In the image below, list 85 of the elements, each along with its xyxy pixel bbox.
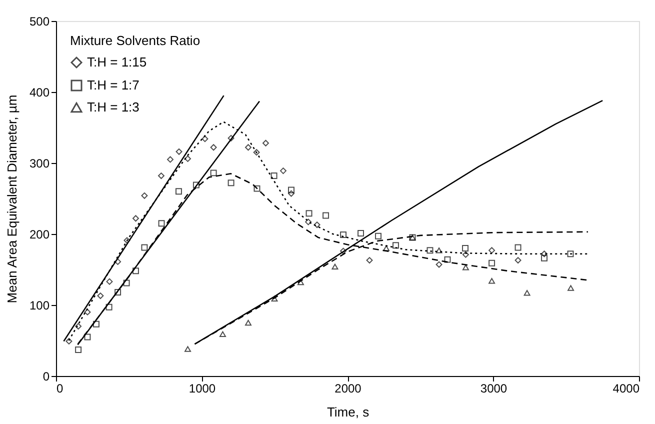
point <box>288 186 294 194</box>
point <box>167 156 174 163</box>
x-axis-title: Time, s <box>326 404 370 420</box>
y-tick-label: 100 <box>29 298 50 312</box>
legend-label: T:H = 1:7 <box>87 78 140 92</box>
point <box>158 220 165 227</box>
legend-label: T:H = 1:15 <box>87 54 147 70</box>
point <box>84 334 91 340</box>
point <box>541 254 548 262</box>
point <box>66 338 72 344</box>
point <box>184 346 191 352</box>
point <box>141 192 148 199</box>
x-tick-label: 2000 <box>334 382 362 396</box>
point <box>488 278 496 284</box>
y-tick-label: 400 <box>29 86 50 100</box>
y-tick-label: 0 <box>42 370 50 384</box>
x-tick-label: 0 <box>56 382 64 396</box>
point <box>375 232 382 240</box>
point <box>366 257 373 264</box>
point <box>92 320 100 328</box>
y-axis-title: Mean Area Equivalent Diameter, µm <box>4 94 20 304</box>
point <box>541 250 548 258</box>
point <box>106 304 112 310</box>
x-tick-label: 3000 <box>480 382 508 396</box>
point <box>305 218 312 226</box>
point <box>444 256 451 263</box>
point <box>426 247 434 254</box>
point <box>192 182 200 188</box>
point <box>253 149 260 156</box>
point <box>488 247 496 254</box>
point <box>567 250 574 258</box>
point <box>514 257 522 264</box>
point <box>254 185 260 192</box>
legend-title: Mixture Solvents Ratio <box>70 33 200 48</box>
point <box>114 288 122 296</box>
point <box>228 134 234 142</box>
point <box>123 280 130 286</box>
y-tick-label: 500 <box>29 14 50 28</box>
point <box>141 244 148 251</box>
y-tick-label: 300 <box>29 156 50 170</box>
point <box>436 261 442 268</box>
point <box>322 212 330 219</box>
point <box>210 170 217 176</box>
legend-label: T:H = 1:3 <box>87 100 140 114</box>
point <box>524 290 530 296</box>
point <box>436 247 442 254</box>
point <box>340 248 347 254</box>
point <box>75 323 82 330</box>
point <box>245 320 252 326</box>
point <box>175 188 182 195</box>
point <box>462 251 469 258</box>
point <box>383 245 390 252</box>
point <box>84 308 91 316</box>
point <box>297 279 304 286</box>
point <box>462 244 469 252</box>
point <box>228 180 234 186</box>
point <box>392 242 399 249</box>
point <box>270 172 278 180</box>
point <box>75 346 82 353</box>
point <box>176 148 182 155</box>
point <box>202 136 208 142</box>
point <box>210 144 217 151</box>
point <box>340 231 347 238</box>
point <box>220 331 226 337</box>
point <box>462 264 469 270</box>
point <box>514 244 522 251</box>
y-tick-label: 200 <box>29 228 50 242</box>
point <box>158 172 164 180</box>
point <box>132 215 139 222</box>
point <box>332 264 338 270</box>
point <box>97 292 104 300</box>
point <box>488 260 496 266</box>
point <box>314 222 320 228</box>
point <box>280 168 286 174</box>
point <box>184 156 191 162</box>
point <box>306 210 312 217</box>
x-tick-label: 4000 <box>612 382 640 396</box>
point <box>132 268 139 274</box>
point <box>568 285 574 291</box>
point <box>262 140 269 146</box>
point <box>288 190 294 197</box>
point <box>358 230 364 237</box>
x-tick-label: 1000 <box>188 382 216 396</box>
point <box>245 144 252 151</box>
point <box>106 278 113 285</box>
